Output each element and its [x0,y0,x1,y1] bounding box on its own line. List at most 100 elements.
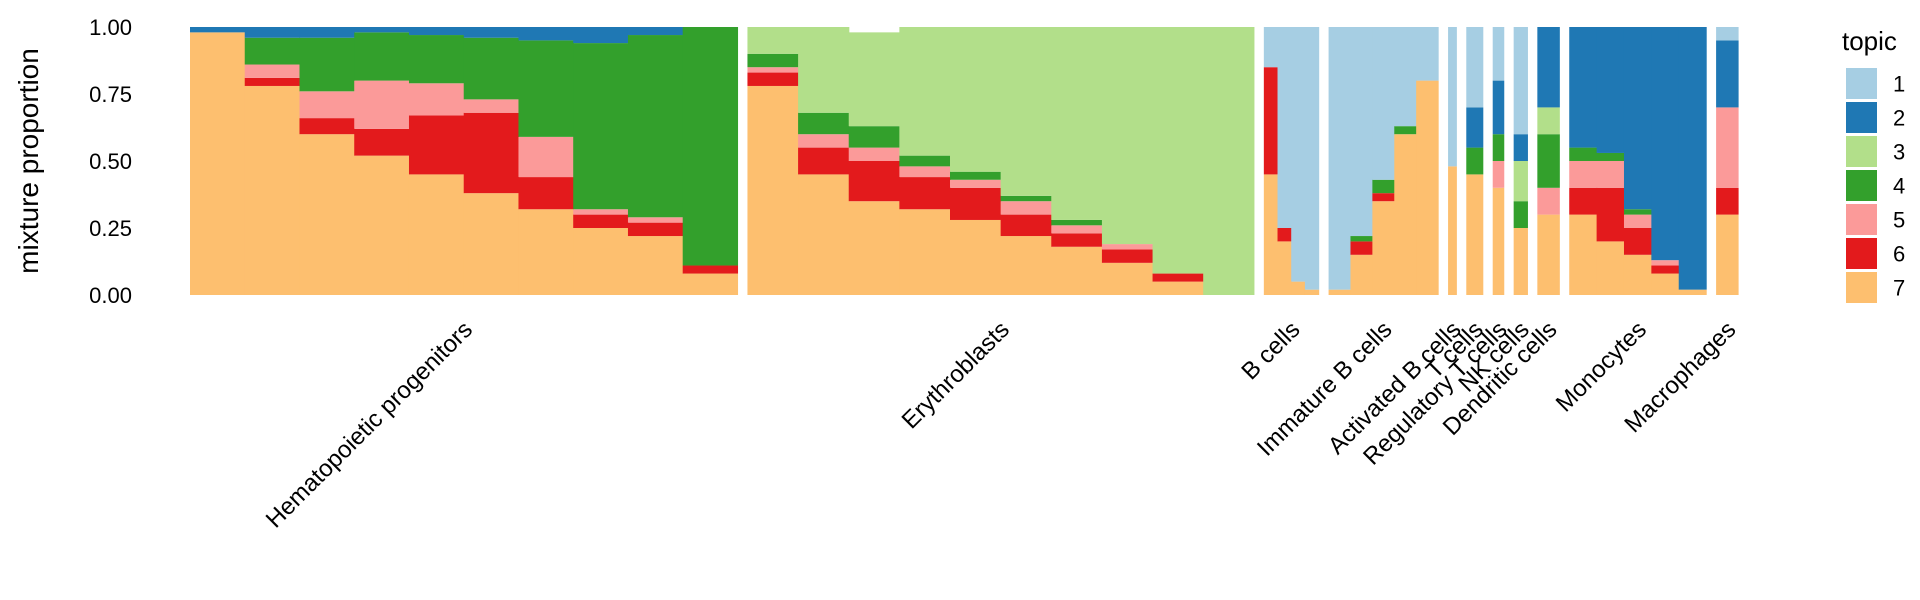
legend-label: 2 [1893,106,1905,131]
bar-segment-topic-5 [408,83,465,116]
bar-segment-topic-4 [1372,179,1395,194]
bar-segment-topic-6 [747,72,799,86]
bar-segment-topic-4 [573,43,629,210]
bar-segment-topic-3 [899,27,951,156]
bar-segment-topic-1 [1394,27,1417,127]
bar-segment-topic-6 [798,147,850,175]
bar-segment-topic-6 [1152,273,1204,282]
bar-segment-topic-4 [354,32,410,81]
bar-segment-topic-5 [1492,161,1505,188]
bar-segment-topic-5 [1051,225,1103,234]
bar-segment-topic-2 [1716,40,1739,108]
bar-segment-topic-7 [1678,289,1707,295]
bar-segment-topic-4 [950,171,1002,180]
group-activated-b-cells [1448,27,1457,295]
bar-segment-topic-6 [627,222,684,237]
bar-segment-topic-5 [573,209,629,215]
group-t-cells [1466,27,1484,295]
legend-label: 4 [1893,174,1905,199]
bar-segment-topic-2 [1678,27,1707,290]
bar-segment-topic-7 [1596,241,1625,295]
bar-segment-topic-5 [354,80,410,129]
group-dendritic-cells [1537,27,1560,295]
bar-segment-topic-7 [1651,273,1680,295]
bar-segment-topic-3 [1051,27,1103,220]
bar-segment-topic-2 [1623,27,1652,210]
bar-segment-topic-7 [1263,174,1279,295]
bar-segment-topic-1 [1291,27,1306,282]
bar-segment-topic-4 [899,155,951,167]
bar-segment-topic-3 [1203,27,1255,295]
bar-segment-topic-2 [518,27,574,41]
y-tick-label: 0.75 [89,82,132,107]
bar-segment-topic-6 [354,128,410,156]
bar-segment-topic-7 [627,236,684,295]
bar-segment-topic-7 [1716,214,1739,295]
legend-swatch [1846,102,1877,133]
legend-swatch [1846,170,1877,201]
bar-segment-topic-7 [1350,254,1373,295]
bar-segment-topic-6 [1051,233,1103,247]
bar-segment-topic-4 [1394,126,1417,135]
legend-title: topic [1842,26,1897,56]
bar-segment-topic-1 [1448,27,1457,167]
bar-segment-topic-6 [1596,187,1625,242]
bar-segment-topic-7 [573,228,629,295]
legend-label: 3 [1893,140,1905,165]
y-tick-label: 0.00 [89,283,132,308]
bar-segment-topic-5 [1651,260,1680,266]
bar-segment-topic-1 [1304,27,1320,290]
bar-segment-topic-4 [1000,195,1052,202]
bar-segment-topic-4 [1569,147,1598,161]
bar-segment-topic-3 [1152,27,1204,274]
bar-segment-topic-3 [798,27,850,113]
bar-segment-topic-2 [1513,134,1528,161]
bar-segment-topic-3 [747,27,799,54]
bar-segment-topic-7 [354,155,410,295]
bar-segment-topic-5 [299,91,355,119]
bar-segment-topic-5 [518,136,574,178]
bar-segment-topic-4 [798,112,850,135]
bar-segment-topic-1 [1416,27,1439,81]
bar-segment-topic-2 [408,27,465,36]
bar-segment-topic-5 [1596,161,1625,188]
bar-segment-topic-7 [190,32,246,296]
bar-segment-topic-6 [1277,228,1292,242]
group-regulatory-t-cells [1492,27,1505,295]
bar-segment-topic-7 [1569,214,1598,295]
bar-segment-topic-3 [1513,161,1528,202]
bar-segment-topic-6 [1101,249,1154,263]
bar-segment-topic-4 [682,27,739,266]
legend-swatch [1846,136,1877,167]
bar-segment-topic-4 [848,126,900,148]
bar-segment-topic-7 [1000,236,1052,295]
bar-segment-topic-6 [408,115,465,175]
group-immature-b-cells [1328,27,1439,295]
bar-segment-topic-7 [1291,281,1306,295]
bar-segment-topic-2 [573,27,629,44]
bar-segment-topic-1 [1513,27,1528,135]
bar-segment-topic-4 [747,53,799,68]
bar-segment-topic-7 [1277,241,1292,295]
bar-segment-topic-4 [1492,134,1505,161]
x-group-label: Hematopoietic progenitors [261,316,478,533]
bar-segment-topic-7 [899,209,951,295]
bar-segment-topic-5 [627,217,684,223]
bar-segment-topic-3 [848,32,900,127]
bar-segment-topic-6 [848,161,900,202]
bar-segment-topic-5 [899,166,951,178]
bar-segment-topic-7 [1304,289,1320,295]
bar-segment-topic-5 [747,67,799,73]
bar-segment-topic-7 [682,273,739,295]
bar-segment-topic-4 [1537,134,1560,188]
bar-segment-topic-2 [1466,107,1484,148]
bar-segment-topic-6 [1651,265,1680,274]
bar-segment-topic-3 [1537,107,1560,135]
bar-segment-topic-4 [244,37,301,65]
bar-segment-topic-6 [682,265,739,274]
bar-segment-topic-2 [1651,27,1680,261]
legend-swatch [1846,68,1877,99]
y-tick-label: 0.25 [89,216,132,241]
bar-segment-topic-6 [950,187,1002,220]
